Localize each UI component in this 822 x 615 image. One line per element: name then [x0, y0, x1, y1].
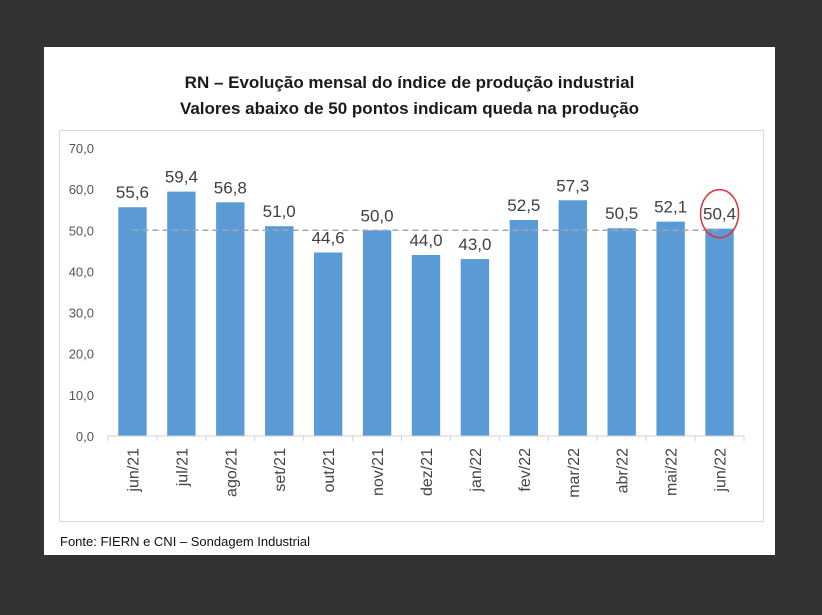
bar — [362, 230, 392, 436]
x-tick-label: ago/21 — [223, 448, 240, 497]
bar — [460, 259, 490, 436]
bar — [167, 191, 196, 436]
bar — [656, 221, 685, 436]
data-label: 59,4 — [165, 168, 198, 187]
x-tick-label: jul/21 — [174, 448, 191, 487]
x-tick-label: set/21 — [272, 448, 289, 492]
data-label: 44,0 — [409, 231, 442, 250]
data-label: 50,0 — [361, 206, 394, 225]
bar — [558, 200, 587, 436]
y-tick-label: 50,0 — [69, 223, 94, 238]
chart-title: RN – Evolução mensal do índice de produç… — [184, 73, 635, 92]
data-label: 44,6 — [312, 229, 345, 248]
data-label: 50,5 — [605, 204, 638, 223]
x-tick-label: jun/22 — [713, 448, 730, 493]
x-tick-label: jun/21 — [125, 448, 142, 493]
bar — [265, 226, 294, 436]
data-label: 52,1 — [654, 198, 687, 217]
bar — [607, 228, 636, 436]
x-tick-label: fev/22 — [517, 448, 534, 492]
source-note: Fonte: FIERN e CNI – Sondagem Industrial — [60, 534, 311, 549]
data-label: 56,8 — [214, 178, 247, 197]
data-label: 57,3 — [556, 176, 589, 195]
x-tick-label: mai/22 — [664, 448, 681, 496]
plot-frame — [59, 130, 764, 522]
data-label: 52,5 — [507, 196, 540, 215]
y-tick-label: 60,0 — [69, 182, 94, 197]
y-tick-label: 70,0 — [69, 141, 94, 156]
highlight-circle — [699, 188, 740, 239]
x-tick-label: dez/21 — [419, 448, 436, 496]
x-tick-label: mar/22 — [566, 448, 583, 498]
y-tick-label: 0,0 — [76, 429, 94, 444]
bar — [509, 220, 539, 436]
y-tick-label: 10,0 — [69, 388, 94, 403]
bar — [313, 252, 343, 436]
y-tick-label: 40,0 — [69, 264, 94, 279]
data-label: 50,4 — [703, 205, 736, 224]
data-label: 55,6 — [116, 183, 149, 202]
y-tick-label: 30,0 — [69, 306, 94, 321]
x-tick-label: abr/22 — [615, 448, 632, 493]
x-tick-label: nov/21 — [370, 448, 387, 496]
bar — [411, 254, 441, 436]
bar — [705, 228, 734, 436]
bar-chart: 0,0 10,0 20,0 30,0 40,0 50,0 60,0 70,0 55,6 59,4 5… — [69, 141, 745, 498]
chart-card: RN – Evolução mensal do índice de produç… — [44, 47, 775, 555]
data-label: 43,0 — [458, 235, 491, 254]
bar — [118, 207, 147, 436]
x-tick-label: jan/22 — [468, 448, 485, 493]
data-label: 51,0 — [263, 202, 296, 221]
bar — [216, 202, 245, 436]
x-tick-label: out/21 — [321, 448, 338, 493]
chart-subtitle: Valores abaixo de 50 pontos indicam qued… — [179, 99, 640, 118]
y-tick-label: 20,0 — [69, 347, 94, 362]
